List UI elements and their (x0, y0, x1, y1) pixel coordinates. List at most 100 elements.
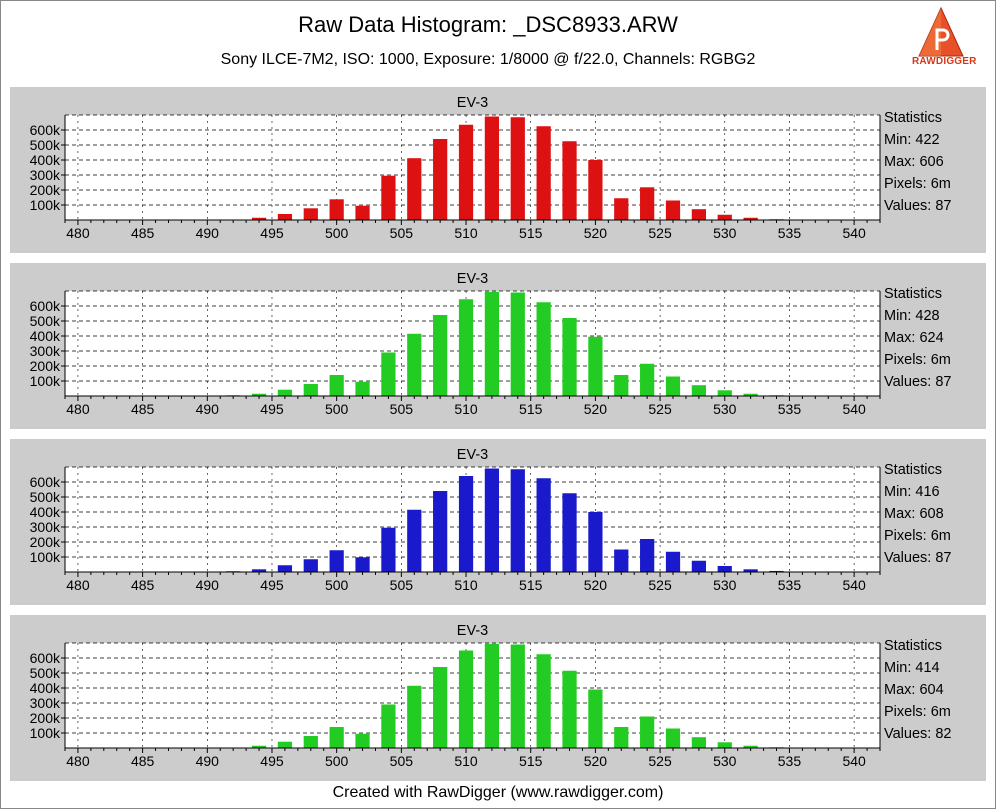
histogram-bar (510, 117, 525, 220)
histogram-bar (251, 393, 267, 396)
y-tick-label: 100k (30, 197, 61, 213)
statistics-box: Statistics Min: 416 Max: 608 Pixels: 6m … (884, 459, 951, 569)
histogram-bar (717, 214, 732, 220)
histogram-bar (588, 160, 603, 220)
report-footer: Created with RawDigger (www.rawdigger.co… (332, 784, 664, 801)
x-tick-label: 510 (454, 401, 478, 417)
histogram-bar (458, 650, 474, 748)
x-tick-label: 480 (66, 753, 90, 769)
x-tick-label: 525 (648, 401, 672, 417)
x-tick-label: 525 (648, 753, 672, 769)
x-tick-label: 520 (584, 225, 608, 241)
x-tick-label: 510 (454, 225, 478, 241)
x-tick-label: 490 (196, 225, 220, 241)
x-tick-label: 515 (519, 401, 543, 417)
histogram-bar (251, 745, 267, 748)
x-tick-label: 495 (260, 401, 284, 417)
y-tick-label: 300k (30, 343, 61, 359)
histogram-bar (329, 550, 344, 572)
histogram-bar (510, 469, 525, 572)
x-tick-label: 500 (325, 753, 349, 769)
statistics-heading: Statistics (884, 110, 943, 126)
histogram-bar (640, 716, 655, 748)
x-tick-label: 535 (778, 577, 802, 593)
statistics-min: Min: 428 (884, 308, 940, 324)
histogram-bar (536, 478, 551, 572)
x-tick-label: 540 (842, 225, 866, 241)
histogram-bar (562, 493, 577, 572)
statistics-pixels: Pixels: 6m (884, 176, 951, 192)
histogram-bar (329, 375, 344, 396)
chart-title: EV-3 (457, 271, 488, 287)
statistics-heading: Statistics (884, 462, 943, 478)
histogram-bar (665, 376, 681, 396)
histogram-bar (381, 352, 396, 396)
x-tick-label: 485 (131, 577, 155, 593)
statistics-box: Statistics Min: 422 Max: 606 Pixels: 6m … (884, 107, 951, 217)
y-tick-label: 500k (30, 137, 61, 153)
y-tick-label: 500k (30, 665, 61, 681)
x-tick-label: 515 (519, 225, 543, 241)
y-tick-label: 600k (30, 298, 61, 314)
histogram-bar (484, 291, 500, 396)
histogram-bar (277, 741, 293, 748)
histogram-bar (562, 318, 577, 396)
histogram-panel-b: EV-3 100k 200k 300k 400k 500k 600k 480 485 490 495… (10, 439, 986, 605)
histogram-bar (458, 299, 474, 396)
histogram-bar (458, 476, 474, 572)
y-tick-label: 100k (30, 549, 61, 565)
statistics-box: Statistics Min: 414 Max: 604 Pixels: 6m … (884, 635, 951, 745)
histogram-bar (614, 198, 629, 220)
histogram-bar (381, 175, 396, 220)
histogram-bar (640, 539, 655, 572)
chart-title: EV-3 (457, 95, 488, 111)
x-tick-label: 530 (713, 225, 737, 241)
histogram-bar (691, 560, 707, 572)
histogram-bar (665, 551, 681, 572)
histogram-bar (407, 685, 422, 748)
histogram-bar (484, 468, 500, 572)
histogram-bar (433, 667, 448, 748)
histogram-bar (381, 704, 396, 748)
histogram-bar (277, 565, 293, 572)
histogram-bar (355, 205, 370, 220)
x-tick-label: 505 (390, 401, 414, 417)
statistics-max: Max: 624 (884, 330, 944, 346)
histogram-bar (743, 745, 758, 748)
x-tick-label: 540 (842, 401, 866, 417)
histogram-bar (743, 569, 758, 572)
x-tick-label: 535 (778, 225, 802, 241)
histogram-bar (484, 643, 500, 748)
histogram-bar (665, 728, 681, 748)
histogram-bar (355, 381, 370, 396)
y-tick-label: 400k (30, 504, 61, 520)
x-tick-label: 540 (842, 753, 866, 769)
x-tick-label: 515 (519, 577, 543, 593)
statistics-min: Min: 414 (884, 660, 940, 676)
histogram-bar (303, 384, 318, 396)
histogram-bar (562, 670, 577, 748)
histogram-bar (536, 302, 551, 396)
x-tick-label: 520 (584, 577, 608, 593)
histogram-bar (614, 375, 629, 396)
histogram-bar (691, 737, 707, 748)
y-tick-label: 300k (30, 519, 61, 535)
rawdigger-logo-text: RAWDIGGER (912, 56, 977, 67)
statistics-values: Values: 87 (884, 198, 952, 214)
x-tick-label: 500 (325, 225, 349, 241)
histogram-bar (484, 116, 500, 220)
histogram-bar (562, 141, 577, 220)
x-tick-label: 485 (131, 753, 155, 769)
statistics-max: Max: 606 (884, 154, 944, 170)
histogram-bar (329, 199, 344, 220)
histogram-bar (251, 217, 267, 220)
histogram-bar (407, 509, 422, 572)
histogram-bar (769, 570, 784, 572)
histogram-bar (743, 217, 758, 220)
y-tick-label: 400k (30, 328, 61, 344)
histogram-panel-g2: EV-3 100k 200k 300k 400k 500k 600k 480 485 490 495… (10, 615, 986, 781)
